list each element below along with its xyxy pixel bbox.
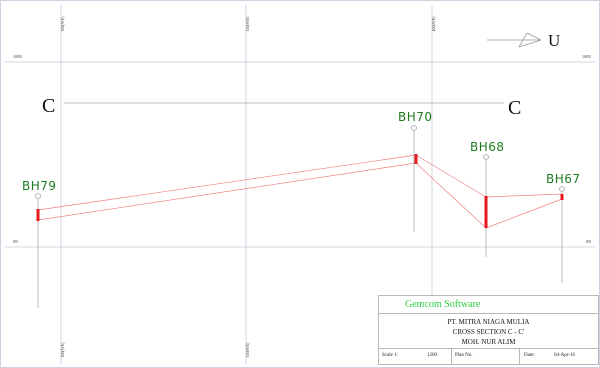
author-name: MOH. NUR ALIM (461, 338, 516, 346)
section-name: CROSS SECTION C - C' (452, 328, 525, 336)
easting-label-top: 300(WE) (60, 16, 65, 32)
software-label: Gemcom Software (379, 296, 598, 314)
borehole-label: BH68 (470, 140, 505, 154)
title-block: Gemcom Software PT. MITRA NIAGA MULIA CR… (378, 295, 599, 365)
elevation-label-left: 0N (13, 239, 18, 244)
easting-label-bottom: 350(WE) (245, 342, 250, 358)
borehole-bh67 (559, 186, 565, 283)
north-arrow-label: U (548, 31, 560, 50)
easting-label-top: 350(WE) (245, 16, 250, 32)
section-end-label: C (508, 97, 521, 119)
borehole-bh70 (411, 125, 418, 232)
date-label: Date: (519, 349, 535, 365)
elevation-label-right: 0N (586, 239, 591, 244)
scale-label: Scale 1: (382, 353, 398, 358)
borehole-label: BH70 (398, 110, 433, 124)
easting-label-bottom: 300(WE) (60, 342, 65, 358)
scale-value: 1200 (427, 353, 437, 358)
borehole-label: BH79 (22, 179, 57, 193)
elevation-label-right: 100N (582, 54, 591, 59)
section-start-label: C (42, 95, 55, 117)
seam-correlation (37, 154, 563, 229)
elevation-label-left: 100N (13, 54, 22, 59)
borehole-bh79 (35, 193, 41, 308)
company-name: PT. MITRA NIAGA MULIA (447, 318, 530, 326)
easting-label-top: 400(WE) (431, 16, 436, 32)
borehole-label: BH67 (546, 172, 581, 186)
north-arrow-icon (487, 32, 542, 48)
borehole-bh68 (483, 154, 489, 257)
plan-label: Plan No. (451, 349, 473, 365)
date-value: 04-Apr-16 (554, 353, 576, 358)
title-block-footer: Scale 1: 1200 Plan No. Date: 04-Apr-16 (379, 348, 598, 365)
title-block-text: PT. MITRA NIAGA MULIA CROSS SECTION C - … (379, 314, 598, 348)
